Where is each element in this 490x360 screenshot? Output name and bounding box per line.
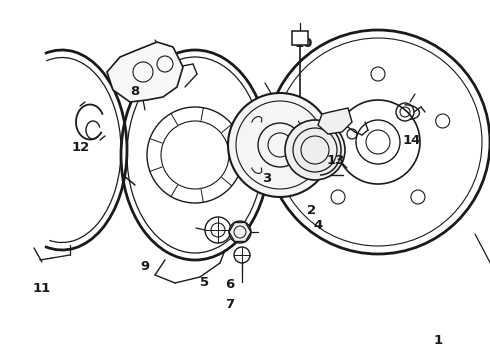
Text: 11: 11: [32, 282, 51, 294]
Text: 5: 5: [200, 276, 209, 289]
Text: 6: 6: [225, 278, 234, 291]
Text: 9: 9: [140, 260, 149, 273]
Polygon shape: [229, 222, 251, 242]
Polygon shape: [107, 42, 183, 102]
Circle shape: [285, 120, 345, 180]
Text: 8: 8: [130, 85, 139, 98]
Text: 7: 7: [225, 298, 234, 311]
FancyBboxPatch shape: [292, 31, 308, 45]
Text: 3: 3: [263, 172, 271, 185]
Circle shape: [228, 93, 332, 197]
Text: 4: 4: [314, 219, 323, 231]
Text: 12: 12: [72, 141, 90, 154]
Polygon shape: [318, 108, 352, 134]
Circle shape: [229, 221, 251, 243]
Text: 10: 10: [294, 37, 313, 50]
Text: 14: 14: [402, 134, 421, 147]
Text: 2: 2: [307, 204, 316, 217]
Text: 1: 1: [434, 334, 443, 347]
Text: 13: 13: [326, 154, 345, 167]
